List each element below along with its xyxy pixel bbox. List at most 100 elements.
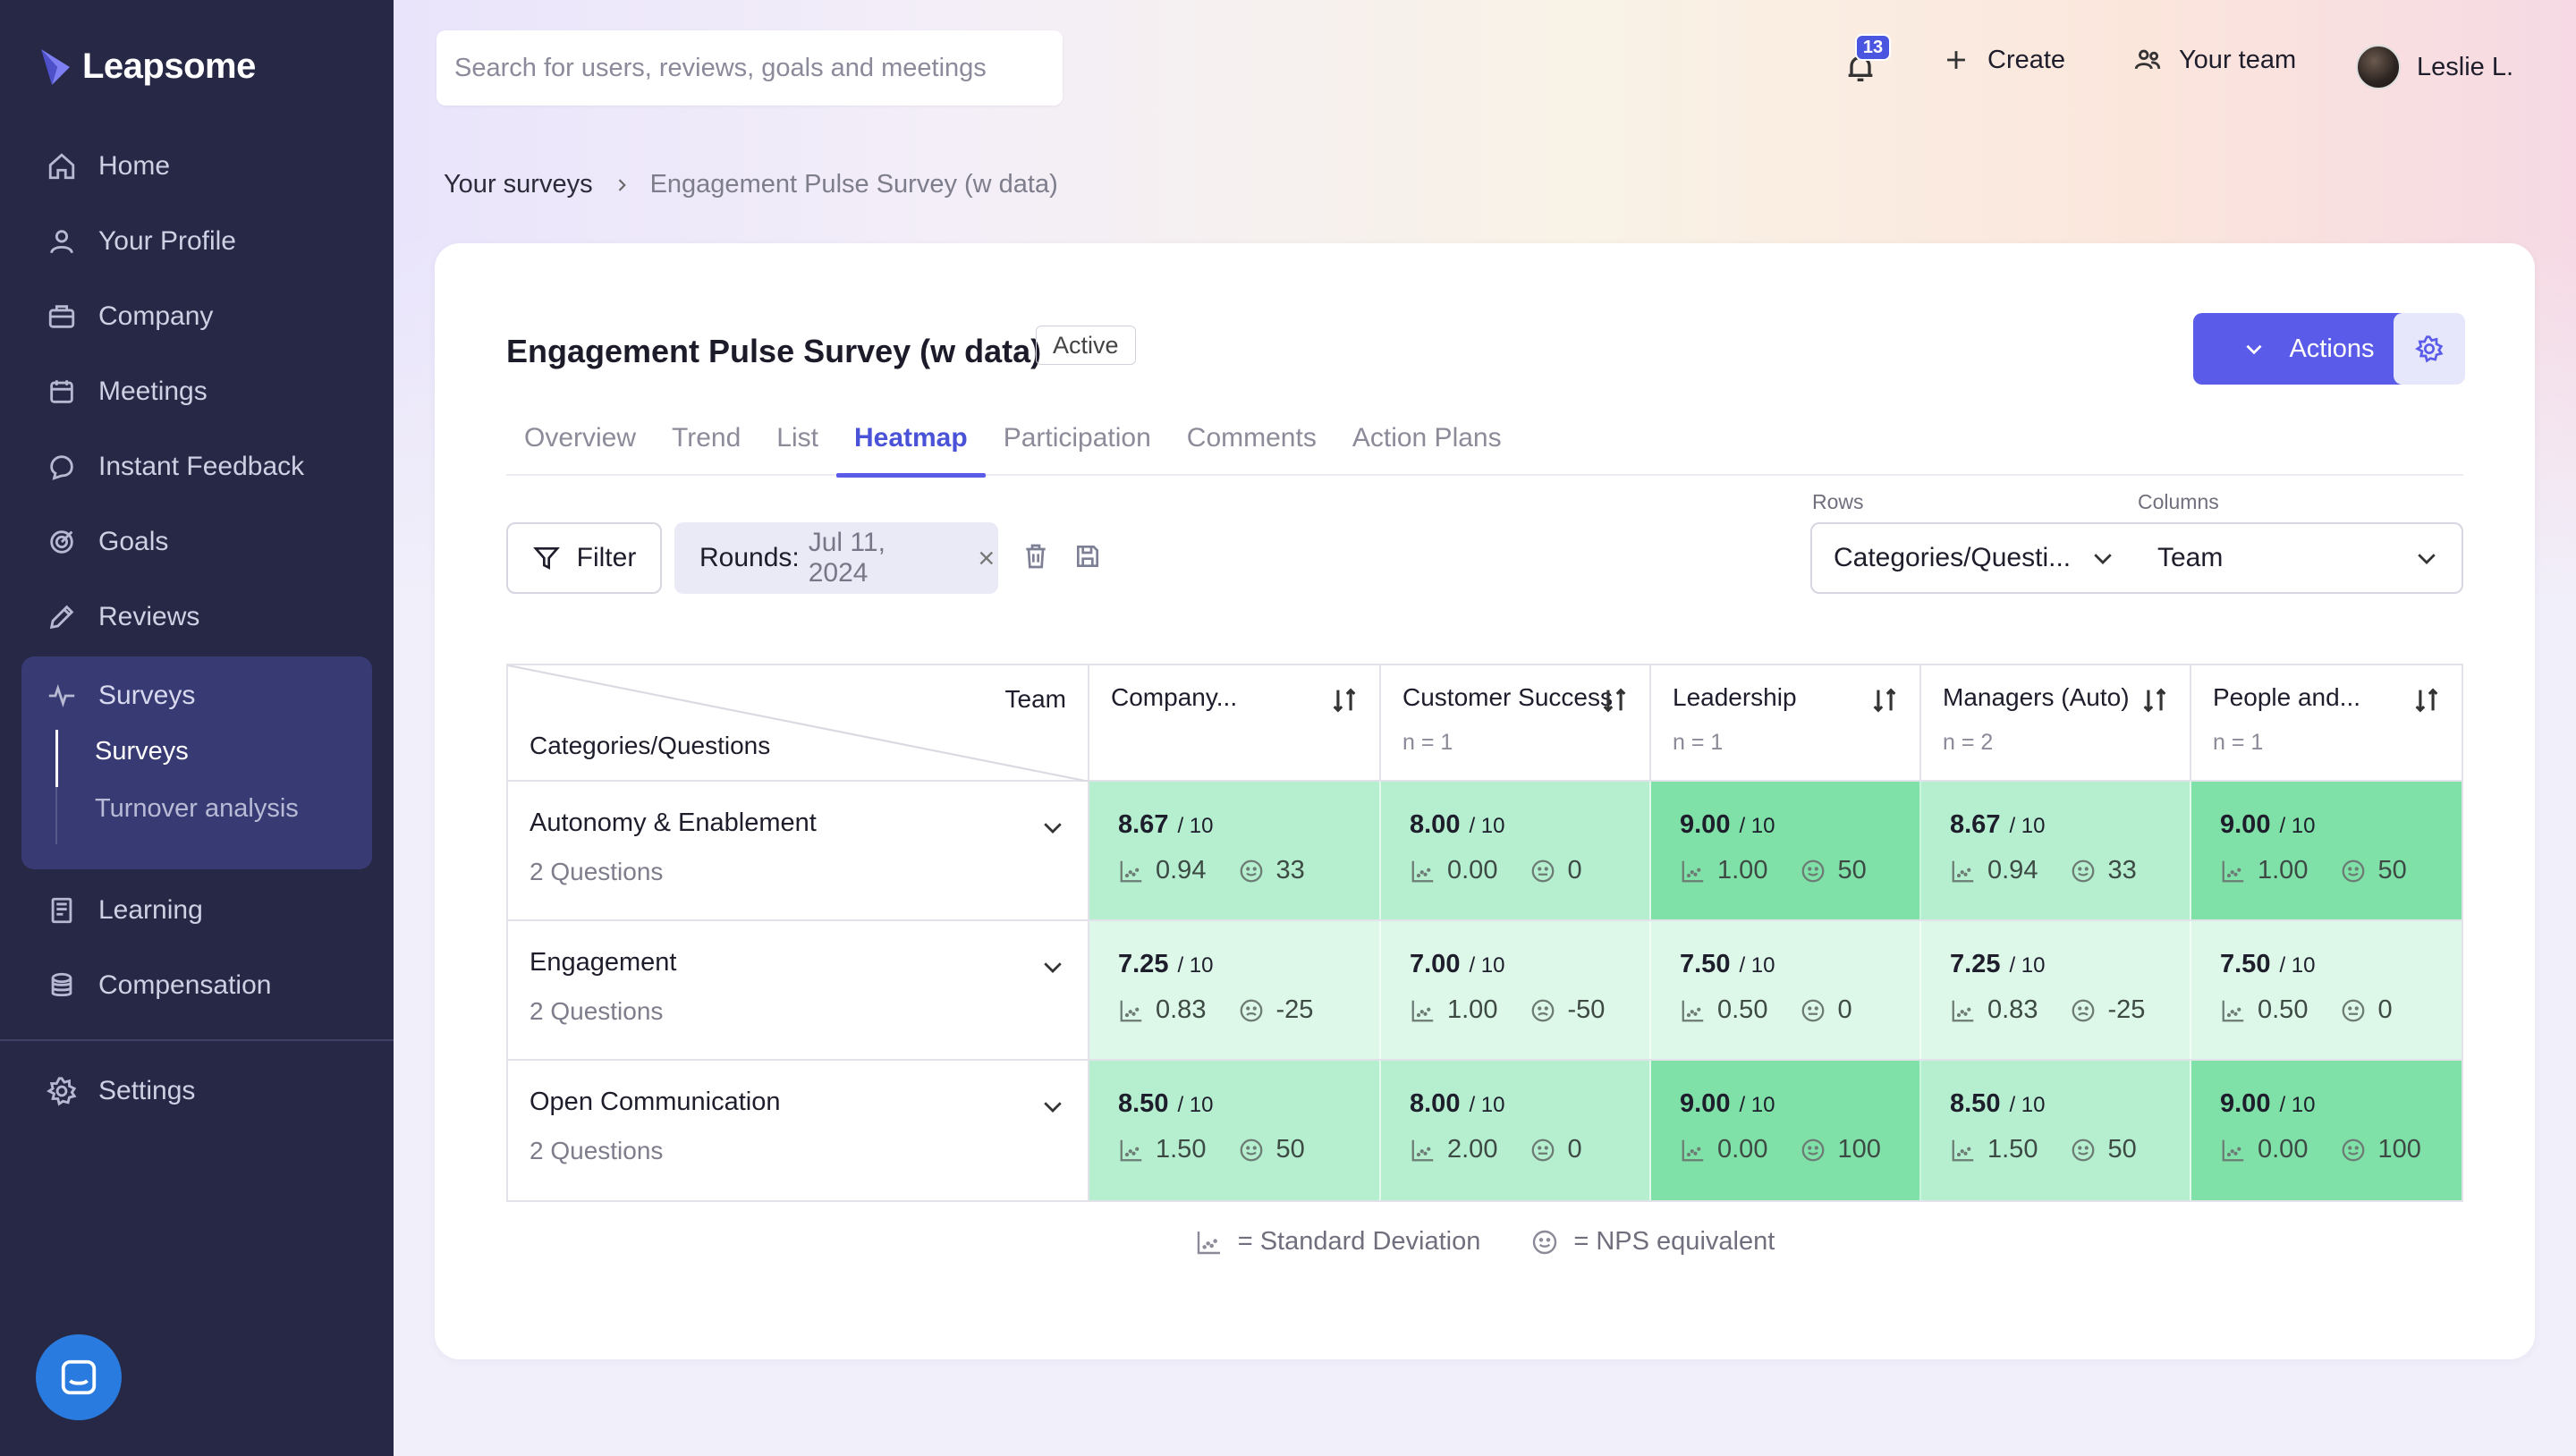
column-header[interactable]: Managers (Auto) n = 2 xyxy=(1921,665,2191,780)
heatmap-row: Engagement 2 Questions 7.25 / 10 0.83 -25 7.00… xyxy=(508,921,2462,1061)
your-team-button[interactable]: Your team xyxy=(2132,45,2296,75)
create-button[interactable]: Create xyxy=(1941,45,2065,75)
column-count: n = 1 xyxy=(1673,730,1724,755)
cell-score: 9.00 xyxy=(2220,1089,2271,1118)
cell-denominator: / 10 xyxy=(2009,953,2046,978)
column-header[interactable]: Customer Success n = 1 xyxy=(1381,665,1651,780)
sidebar-item-home[interactable]: Home xyxy=(47,140,170,193)
sidebar-item-surveys[interactable]: Surveys xyxy=(47,669,195,723)
plus-icon xyxy=(1947,51,1965,69)
heatmap-cell[interactable]: 7.25 / 10 0.83 -25 xyxy=(1921,921,2191,1059)
sidebar-item-compensation[interactable]: Compensation xyxy=(47,959,271,1012)
user-name: Leslie L. xyxy=(2417,52,2514,81)
tab-participation[interactable]: Participation xyxy=(1003,423,1151,453)
heatmap-cell[interactable]: 9.00 / 10 0.00 100 xyxy=(2191,1061,2462,1200)
sidebar-item-goals[interactable]: Goals xyxy=(47,515,168,569)
heatmap-cell[interactable]: 8.67 / 10 0.94 33 xyxy=(1089,782,1381,919)
sidebar-item-your-profile[interactable]: Your Profile xyxy=(47,215,236,268)
tab-heatmap[interactable]: Heatmap xyxy=(835,401,986,478)
columns-select[interactable]: Team xyxy=(2136,522,2463,594)
smiley-happy-icon xyxy=(2343,859,2365,882)
tab-action-plans[interactable]: Action Plans xyxy=(1352,423,1502,453)
close-icon[interactable] xyxy=(975,546,998,570)
heatmap-cell[interactable]: 9.00 / 10 1.00 50 xyxy=(1651,782,1921,919)
chevron-down-icon[interactable] xyxy=(1039,814,1066,841)
sidebar-item-settings[interactable]: Settings xyxy=(47,1064,195,1118)
chevron-down-icon[interactable] xyxy=(1039,1093,1066,1120)
sidebar-subitem-surveys[interactable]: Surveys xyxy=(95,737,189,766)
delete-filters-button[interactable] xyxy=(1021,542,1054,574)
row-header[interactable]: Open Communication 2 Questions xyxy=(508,1061,1089,1200)
your-team-label: Your team xyxy=(2179,45,2297,74)
heatmap-cell[interactable]: 8.00 / 10 2.00 0 xyxy=(1381,1061,1651,1200)
heatmap-cell[interactable]: 7.00 / 10 1.00 -50 xyxy=(1381,921,1651,1059)
heatmap-cell[interactable]: 8.67 / 10 0.94 33 xyxy=(1921,782,2191,919)
cell-std-dev: 1.00 xyxy=(2258,856,2309,885)
filter-button[interactable]: Filter xyxy=(506,522,662,594)
row-header[interactable]: Autonomy & Enablement 2 Questions xyxy=(508,782,1089,919)
column-header[interactable]: Leadership n = 1 xyxy=(1651,665,1921,780)
heatmap-cell[interactable]: 8.50 / 10 1.50 50 xyxy=(1089,1061,1381,1200)
user-menu[interactable]: Leslie L. xyxy=(2356,45,2513,89)
rounds-filter-chip[interactable]: Rounds: Jul 11, 2024 xyxy=(674,522,998,594)
heatmap-cell[interactable]: 8.50 / 10 1.50 50 xyxy=(1921,1061,2191,1200)
heatmap-cell[interactable]: 8.00 / 10 0.00 0 xyxy=(1381,782,1651,919)
heatmap-cell[interactable]: 9.00 / 10 1.00 50 xyxy=(2191,782,2462,919)
heatmap-cell[interactable]: 7.25 / 10 0.83 -25 xyxy=(1089,921,1381,1059)
global-search[interactable] xyxy=(436,30,1063,106)
sidebar-item-learning[interactable]: Learning xyxy=(47,884,203,937)
leapsome-logo[interactable]: Leapsome xyxy=(39,47,256,87)
heatmap-cell[interactable]: 7.50 / 10 0.50 0 xyxy=(2191,921,2462,1059)
actions-button[interactable]: Actions xyxy=(2193,313,2424,385)
std-dev-icon xyxy=(2222,860,2244,882)
tab-comments[interactable]: Comments xyxy=(1186,423,1317,453)
rows-select[interactable]: Categories/Questi... xyxy=(1810,522,2140,594)
cell-std-dev: 0.94 xyxy=(1156,856,1207,885)
row-header[interactable]: Engagement 2 Questions xyxy=(508,921,1089,1059)
sort-icon[interactable] xyxy=(1599,685,1630,715)
survey-settings-button[interactable] xyxy=(2394,313,2465,385)
sidebar-item-label: Instant Feedback xyxy=(98,452,305,481)
tab-list[interactable]: List xyxy=(776,423,818,453)
tab-trend[interactable]: Trend xyxy=(672,423,741,453)
sidebar-item-reviews[interactable]: Reviews xyxy=(47,590,199,644)
column-count: n = 1 xyxy=(2213,730,2264,755)
sidebar-subitem-turnover-analysis[interactable]: Turnover analysis xyxy=(95,794,299,823)
coins-icon xyxy=(51,972,72,997)
support-chat-button[interactable] xyxy=(36,1334,122,1420)
cell-std-dev: 0.50 xyxy=(1717,995,1768,1024)
breadcrumb-parent[interactable]: Your surveys xyxy=(444,170,593,199)
heatmap-cell[interactable]: 7.50 / 10 0.50 0 xyxy=(1651,921,1921,1059)
trash-icon xyxy=(1026,544,1046,569)
sort-icon[interactable] xyxy=(1329,685,1360,715)
chat-bubble-icon xyxy=(50,455,73,480)
heatmap-cell[interactable]: 9.00 / 10 0.00 100 xyxy=(1651,1061,1921,1200)
search-input[interactable] xyxy=(454,53,1063,83)
sort-icon[interactable] xyxy=(1869,685,1900,715)
filter-icon xyxy=(532,547,560,570)
sidebar-item-label: Home xyxy=(98,151,171,181)
chevron-down-icon[interactable] xyxy=(1039,953,1066,980)
sort-icon[interactable] xyxy=(2140,685,2170,715)
cell-std-dev: 0.00 xyxy=(2258,1135,2309,1164)
std-dev-icon xyxy=(1682,1000,1704,1021)
actions-label: Actions xyxy=(2289,334,2375,363)
book-icon xyxy=(51,897,72,924)
std-dev-icon xyxy=(1682,1139,1704,1161)
gear-icon xyxy=(47,1077,77,1106)
column-count: n = 2 xyxy=(1943,730,1994,755)
sort-icon[interactable] xyxy=(2411,685,2442,715)
columns-label: Columns xyxy=(2138,490,2219,513)
column-header[interactable]: People and... n = 1 xyxy=(2191,665,2462,780)
sidebar-item-meetings[interactable]: Meetings xyxy=(47,365,208,419)
cell-nps: 33 xyxy=(1275,856,1305,885)
tab-overview[interactable]: Overview xyxy=(524,423,637,453)
sidebar-item-label: Reviews xyxy=(98,602,200,631)
cell-nps: -25 xyxy=(2107,995,2146,1024)
sidebar-item-instant-feedback[interactable]: Instant Feedback xyxy=(47,440,304,494)
save-filters-button[interactable] xyxy=(1073,542,1106,574)
sidebar-item-company[interactable]: Company xyxy=(47,290,213,343)
smiley-sad-icon xyxy=(2072,999,2095,1021)
column-header[interactable]: Company... xyxy=(1089,665,1381,780)
column-name: People and... xyxy=(2213,683,2361,711)
